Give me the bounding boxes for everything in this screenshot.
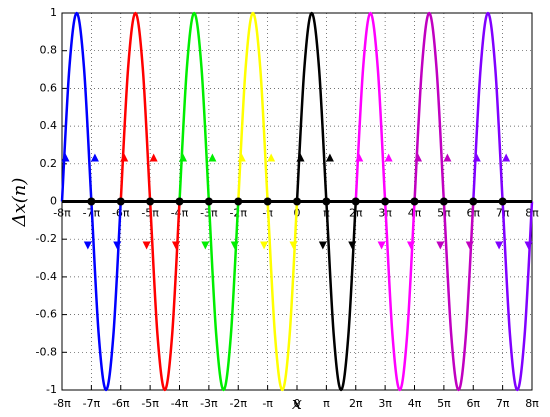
zero-point — [351, 197, 360, 206]
arrowhead — [406, 241, 415, 250]
x-tick-label: -7π — [83, 397, 101, 410]
arrowhead — [289, 241, 298, 250]
zero-point — [293, 197, 301, 206]
y-tick-label: 1 — [50, 6, 57, 19]
x-tick-label: π — [323, 397, 330, 410]
x-tick-label: 4π — [408, 397, 422, 410]
arrowhead — [179, 153, 188, 162]
x-tick-label: 7π — [496, 397, 510, 410]
y-tick-label: 0.4 — [40, 119, 58, 132]
x-tick-label: 0 — [294, 397, 301, 410]
arrowhead — [524, 241, 533, 250]
y-tick-label: -1 — [46, 383, 57, 396]
x-tick-label: -5π — [141, 397, 159, 410]
arrowhead — [208, 153, 217, 162]
x-tick-label: 2π — [349, 397, 363, 410]
x-tick-label: -8π — [53, 397, 71, 410]
zero-point — [87, 197, 96, 206]
y-tick-label: -0.2 — [36, 232, 57, 245]
y-axis-label: Δx(n) — [9, 178, 30, 228]
x-tick-label: 5π — [437, 397, 451, 410]
arrowhead — [149, 153, 158, 162]
zero-point — [322, 197, 331, 206]
x-tick-label: -2π — [229, 397, 247, 410]
arrowhead — [348, 241, 357, 250]
arrowhead — [90, 153, 99, 162]
x-tick-label: -6π — [112, 397, 130, 410]
arrowhead — [296, 153, 305, 162]
x-axis-label: x — [292, 393, 302, 414]
x-tick-label: 8π — [525, 397, 539, 410]
arrowhead — [414, 153, 423, 162]
zero-point — [175, 197, 184, 206]
arrowhead — [318, 241, 327, 250]
arrowhead — [325, 153, 334, 162]
x-tick-label: 3π — [378, 397, 392, 410]
arrowhead — [237, 153, 246, 162]
zero-point — [381, 197, 390, 206]
arrowhead — [384, 153, 393, 162]
y-tick-label: 0.2 — [40, 157, 58, 170]
arrowhead — [201, 241, 210, 250]
arrowhead — [61, 153, 70, 162]
zero-point — [116, 197, 125, 206]
arrowhead — [113, 241, 122, 250]
zero-point — [234, 197, 243, 206]
y-tick-label: 0.6 — [40, 81, 58, 94]
y-tick-label: -0.6 — [36, 308, 57, 321]
arrowhead — [267, 153, 276, 162]
zero-point — [469, 197, 478, 206]
zero-point — [498, 197, 507, 206]
arrowhead — [83, 241, 92, 250]
zero-point — [204, 197, 213, 206]
y-tick-label: 0 — [50, 195, 57, 208]
zero-point — [410, 197, 419, 206]
arrowhead — [230, 241, 239, 250]
zero-point — [146, 197, 155, 206]
y-tick-label: 0.8 — [40, 44, 58, 57]
arrowhead — [495, 241, 504, 250]
zero-point — [439, 197, 448, 206]
x-tick-label: -4π — [171, 397, 189, 410]
arrowhead — [377, 241, 386, 250]
arrowhead — [355, 153, 364, 162]
arrowhead — [142, 241, 151, 250]
arrowhead — [436, 241, 445, 250]
arrowhead — [443, 153, 452, 162]
x-tick-label: -3π — [200, 397, 218, 410]
arrowhead — [502, 153, 511, 162]
x-tick-label: 6π — [466, 397, 480, 410]
arrowhead — [171, 241, 180, 250]
arrowhead — [260, 241, 269, 250]
y-tick-label: -0.8 — [36, 345, 57, 358]
arrowhead — [472, 153, 481, 162]
y-tick-label: -0.4 — [36, 270, 57, 283]
arrowhead — [465, 241, 474, 250]
arrowhead — [120, 153, 129, 162]
zero-point — [263, 197, 272, 206]
x-tick-label: -π — [262, 397, 273, 410]
